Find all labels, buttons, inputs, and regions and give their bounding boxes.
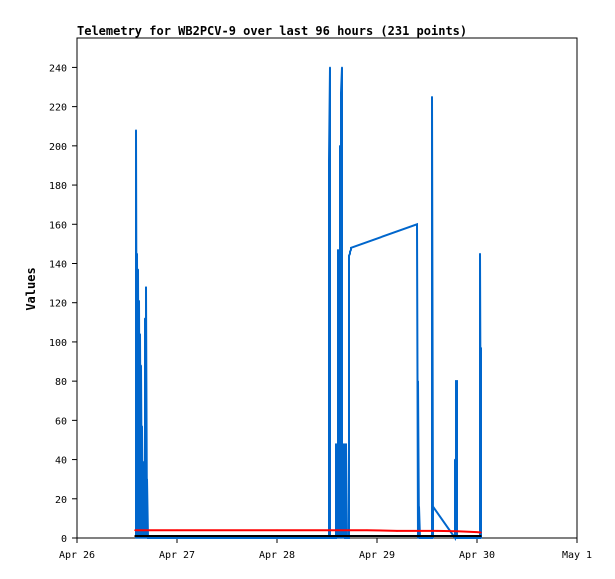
y-axis: 0 20 40 60 80 100 120 140 160 180 200 220 240	[49, 63, 77, 545]
y-tick-label: 140	[49, 259, 67, 270]
data-point	[456, 380, 458, 382]
data-point	[350, 248, 352, 251]
data-point	[142, 460, 144, 463]
y-tick-label: 120	[49, 299, 67, 310]
data-point	[416, 223, 418, 226]
y-tick-label: 240	[49, 63, 67, 74]
data-point	[136, 252, 138, 255]
data-point	[366, 529, 368, 531]
data-point	[134, 535, 136, 537]
data-point	[345, 443, 347, 445]
data-point	[145, 286, 147, 288]
data-point	[144, 317, 146, 320]
data-point	[454, 458, 456, 461]
x-tick-label: Apr 29	[359, 550, 395, 561]
data-point	[146, 478, 148, 480]
data-point	[342, 513, 344, 516]
x-tick-label: Apr 30	[459, 550, 495, 561]
data-point	[431, 96, 433, 98]
y-tick-label: 0	[61, 534, 67, 545]
data-point	[341, 537, 343, 539]
data-point	[138, 299, 140, 302]
data-point	[479, 252, 481, 255]
data-point	[348, 254, 350, 257]
plot-frame	[76, 37, 578, 539]
data-point	[349, 250, 351, 253]
y-tick-label: 20	[55, 495, 67, 506]
data-point	[456, 530, 458, 533]
data-point	[139, 333, 141, 335]
chart-title: Telemetry for WB2PCV-9 over last 96 hour…	[77, 24, 467, 38]
y-tick-label: 100	[49, 338, 67, 349]
data-point	[337, 248, 339, 251]
series-layer	[134, 66, 482, 542]
data-point	[476, 531, 478, 533]
data-point	[176, 529, 178, 531]
data-point	[376, 535, 378, 537]
data-point	[329, 66, 331, 69]
data-point	[141, 425, 143, 428]
data-point	[140, 364, 142, 367]
data-point	[350, 247, 352, 249]
data-point	[480, 347, 482, 349]
data-point	[432, 505, 434, 508]
y-axis-label: Values	[24, 267, 38, 310]
data-point	[176, 535, 178, 537]
data-point	[336, 529, 338, 531]
x-axis: Apr 26 Apr 27 Apr 28 Apr 29 Apr 30 May 1	[59, 538, 592, 561]
data-point	[335, 443, 337, 445]
data-point	[339, 145, 341, 147]
data-point	[328, 160, 330, 163]
y-tick-label: 80	[55, 377, 67, 388]
y-tick-label: 40	[55, 456, 67, 467]
data-point	[348, 537, 350, 539]
data-point	[436, 530, 438, 532]
data-point	[335, 537, 337, 539]
data-point	[432, 537, 434, 539]
data-point	[396, 530, 398, 532]
data-point	[276, 535, 278, 537]
y-tick-label: 220	[49, 103, 67, 114]
y-tick-label: 200	[49, 142, 67, 153]
data-point	[341, 66, 343, 69]
data-point	[147, 537, 149, 539]
data-point	[346, 537, 348, 539]
x-tick-label: May 1	[562, 550, 592, 561]
data-point	[417, 380, 419, 382]
data-point	[135, 129, 137, 131]
data-point	[480, 537, 482, 539]
data-point	[137, 268, 139, 271]
data-point	[337, 537, 339, 539]
series-line-1	[135, 529, 482, 534]
x-tick-label: Apr 26	[59, 550, 95, 561]
x-tick-label: Apr 27	[159, 550, 195, 561]
data-point	[456, 537, 458, 539]
data-point	[418, 505, 420, 508]
data-point	[340, 92, 342, 94]
data-point	[329, 537, 331, 539]
data-point	[480, 535, 482, 537]
data-point	[349, 252, 351, 255]
x-tick-label: Apr 28	[259, 550, 295, 561]
data-point	[480, 531, 482, 534]
series-line-0	[135, 67, 482, 542]
data-point	[134, 529, 136, 531]
data-point	[343, 443, 345, 445]
data-point	[342, 478, 344, 480]
data-point	[143, 490, 145, 492]
data-point	[276, 529, 278, 531]
y-tick-label: 180	[49, 181, 67, 192]
data-point	[419, 537, 421, 539]
y-tick-label: 60	[55, 416, 67, 427]
y-tick-label: 160	[49, 220, 67, 231]
